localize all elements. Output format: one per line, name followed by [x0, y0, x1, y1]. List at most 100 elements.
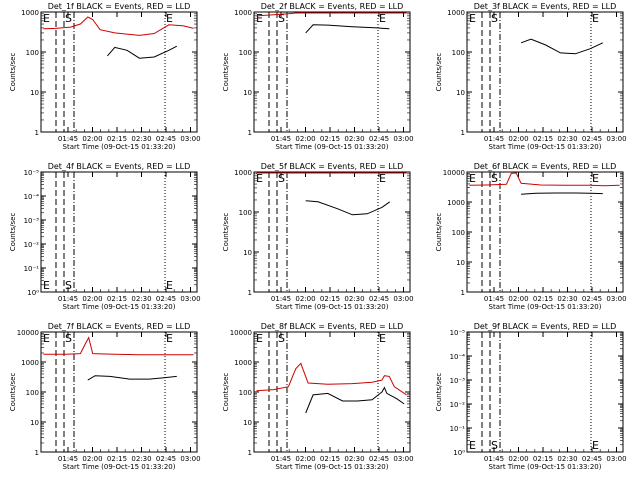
event-marker-label: E — [166, 279, 173, 292]
x-tick-label: 02:15 — [533, 135, 553, 143]
lld-series-line — [43, 336, 194, 356]
x-tick-label: 02:15 — [107, 135, 127, 143]
x-tick-label: 01:45 — [58, 455, 78, 463]
x-tick-label: 02:30 — [557, 455, 577, 463]
detector-panel-4: Det_4f BLACK = Events, RED = LLD 10⁰ 10⁻¹ 1… — [9, 162, 201, 311]
event-marker-label: S — [278, 332, 285, 345]
x-tick-label: 02:15 — [320, 295, 340, 303]
y-tick-label: 100 — [452, 49, 465, 57]
y-tick-label: 10⁻³ — [450, 377, 466, 385]
event-marker-label: S — [491, 172, 498, 185]
events-series-line — [520, 38, 604, 55]
event-marker-label: E — [379, 172, 386, 185]
y-tick-label: 10000 — [230, 329, 252, 337]
events-series-line — [305, 24, 390, 34]
x-tick-label: 03:00 — [606, 135, 626, 143]
event-marker-label: S — [491, 12, 498, 25]
event-marker-label: S — [65, 12, 72, 25]
x-tick-label: 02:00 — [508, 135, 528, 143]
x-axis-label: Start Time (09-Oct-15 01:33:20) — [63, 463, 176, 471]
y-tick-label: 10⁻¹ — [24, 265, 40, 273]
x-tick-label: 02:00 — [295, 455, 315, 463]
event-marker-label: S — [65, 332, 72, 345]
y-tick-label: 1000 — [234, 169, 252, 177]
x-tick-label: 02:30 — [344, 455, 364, 463]
x-tick-label: 02:45 — [156, 135, 176, 143]
y-tick-label: 10⁻³ — [24, 217, 40, 225]
x-tick-label: 01:45 — [58, 295, 78, 303]
panel-title: Det_3f BLACK = Events, RED = LLD — [474, 2, 617, 11]
event-marker-label: E — [592, 439, 599, 452]
x-axis-label: Start Time (09-Oct-15 01:33:20) — [276, 143, 389, 151]
event-marker-label: E — [43, 279, 50, 292]
panel-title: Det_9f BLACK = Events, RED = LLD — [474, 322, 617, 331]
y-tick-label: 1000 — [447, 9, 465, 17]
events-series-line — [521, 192, 603, 195]
x-tick-label: 02:15 — [533, 295, 553, 303]
y-tick-label: 100 — [239, 389, 252, 397]
y-tick-label: 1 — [248, 129, 252, 137]
y-tick-label: 100 — [26, 49, 39, 57]
plot-frame — [253, 171, 411, 293]
event-marker-label: E — [43, 332, 50, 345]
y-tick-label: 1 — [35, 129, 39, 137]
detector-panel-6: Det_6f BLACK = Events, RED = LLD 1 10 100 10… — [435, 162, 627, 311]
y-tick-label: 10⁻⁴ — [24, 193, 40, 201]
detector-panel-2: Det_2f BLACK = Events, RED = LLD 1 10 100 10… — [222, 2, 414, 151]
y-tick-label: 10 — [456, 259, 465, 267]
y-tick-label: 1000 — [234, 9, 252, 17]
x-tick-label: 03:00 — [393, 135, 413, 143]
y-tick-label: 10 — [456, 89, 465, 97]
detector-panel-9: Det_9f BLACK = Events, RED = LLD 10⁰ 10⁻¹ 1… — [435, 322, 627, 471]
event-marker-label: E — [166, 12, 173, 25]
event-marker-label: E — [469, 439, 476, 452]
events-series-line — [305, 386, 405, 414]
x-tick-label: 01:45 — [58, 135, 78, 143]
y-tick-label: 1 — [35, 449, 39, 457]
x-tick-label: 03:00 — [606, 455, 626, 463]
y-tick-label: 100 — [239, 49, 252, 57]
y-axis-label: Counts/sec — [435, 53, 443, 92]
x-tick-label: 02:00 — [295, 135, 315, 143]
lld-series-line — [256, 12, 407, 17]
x-tick-label: 02:15 — [320, 455, 340, 463]
y-tick-label: 10⁻⁴ — [450, 353, 466, 361]
event-marker-label: E — [379, 12, 386, 25]
x-tick-label: 02:45 — [369, 455, 389, 463]
detector-panel-3: Det_3f BLACK = Events, RED = LLD 1 10 100 10… — [435, 2, 627, 151]
x-tick-label: 02:15 — [533, 455, 553, 463]
x-tick-label: 01:45 — [271, 135, 291, 143]
y-tick-label: 100 — [452, 229, 465, 237]
event-marker-label: S — [278, 172, 285, 185]
panel-title: Det_5f BLACK = Events, RED = LLD — [261, 162, 404, 171]
x-tick-label: 02:15 — [107, 455, 127, 463]
events-series-line — [87, 375, 177, 381]
x-tick-label: 02:45 — [156, 455, 176, 463]
x-tick-label: 01:45 — [484, 135, 504, 143]
y-tick-label: 100 — [26, 389, 39, 397]
x-tick-label: 02:30 — [344, 135, 364, 143]
panel-title: Det_2f BLACK = Events, RED = LLD — [261, 2, 404, 11]
x-tick-label: 02:45 — [156, 295, 176, 303]
detector-panel-5: Det_5f BLACK = Events, RED = LLD 1 10 100 10… — [222, 162, 414, 311]
y-tick-label: 10⁻² — [450, 401, 466, 409]
x-tick-label: 02:30 — [131, 135, 151, 143]
y-tick-label: 1000 — [21, 359, 39, 367]
panel-title: Det_7f BLACK = Events, RED = LLD — [48, 322, 191, 331]
x-tick-label: 01:45 — [271, 455, 291, 463]
y-tick-label: 1000 — [234, 359, 252, 367]
plot-frame — [40, 11, 198, 133]
y-tick-label: 10 — [243, 249, 252, 257]
y-tick-label: 1 — [248, 449, 252, 457]
x-tick-label: 02:00 — [295, 295, 315, 303]
x-tick-label: 02:30 — [131, 295, 151, 303]
x-tick-label: 02:00 — [82, 135, 102, 143]
y-tick-label: 10000 — [17, 329, 39, 337]
lld-series-line — [469, 172, 620, 187]
x-tick-label: 02:00 — [508, 295, 528, 303]
x-tick-label: 02:45 — [369, 135, 389, 143]
x-tick-label: 02:45 — [582, 295, 602, 303]
y-tick-label: 1000 — [21, 9, 39, 17]
y-axis-label: Counts/sec — [222, 373, 230, 412]
x-tick-label: 03:00 — [180, 455, 200, 463]
